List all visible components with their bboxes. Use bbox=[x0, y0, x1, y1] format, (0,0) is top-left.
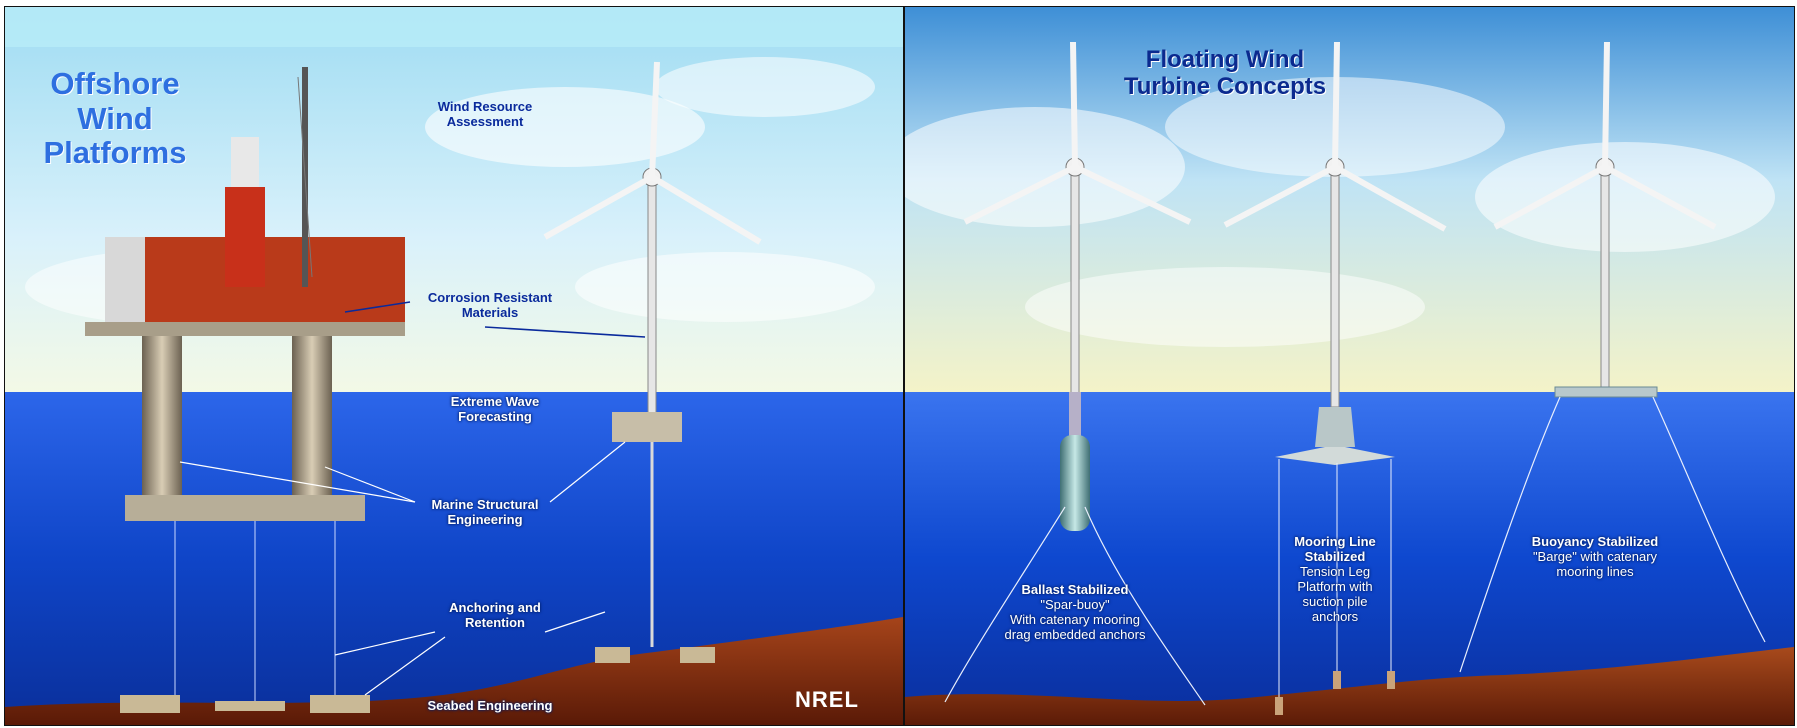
seabed bbox=[905, 647, 1794, 725]
callout-lines-underwater bbox=[179, 441, 626, 696]
left-title-line-2: Wind bbox=[77, 100, 153, 136]
seabed-engineering-label: Seabed Engineering bbox=[427, 698, 553, 713]
extreme-wave-forecasting-label: Extreme Wave Forecasting bbox=[450, 394, 540, 424]
left-title-line-3: Platforms bbox=[43, 135, 187, 171]
right-title-line-1: Floating Wind bbox=[1145, 46, 1305, 73]
anchoring-retention-label: Anchoring and Retention bbox=[449, 600, 541, 630]
seabed bbox=[5, 617, 903, 725]
ballast-stabilized-label: Ballast Stabilized "Spar-buoy" With cate… bbox=[975, 582, 1175, 643]
right-title-line-2: Turbine Concepts bbox=[1123, 72, 1327, 100]
concept-heading: Buoyancy Stabilized bbox=[1531, 534, 1659, 549]
left-title-line-1: Offshore bbox=[50, 66, 180, 101]
mooring-line-stabilized-label: Mooring Line Stabilized Tension Leg Plat… bbox=[1265, 534, 1405, 625]
spar-buoy-turbine bbox=[944, 41, 1206, 706]
left-title: Offshore Wind Platforms bbox=[35, 66, 195, 171]
floating-wind-turbine-concepts-panel: Floating Wind Turbine Concepts Ballast S… bbox=[904, 6, 1795, 726]
offshore-scene-illustration bbox=[5, 7, 903, 725]
offshore-oil-platform bbox=[85, 67, 405, 713]
callout-lines bbox=[344, 301, 646, 338]
concept-heading: Ballast Stabilized bbox=[1021, 582, 1129, 597]
wind-resource-assessment-label: Wind Resource Assessment bbox=[437, 99, 533, 129]
concept-heading: Mooring Line bbox=[1294, 534, 1376, 549]
offshore-wind-platforms-panel: Offshore Wind Platforms Wind Resource As… bbox=[4, 6, 904, 726]
nrel-logo: NREL bbox=[795, 687, 859, 712]
corrosion-resistant-materials-label: Corrosion Resistant Materials bbox=[427, 290, 553, 320]
barge-turbine bbox=[1459, 41, 1766, 673]
tension-leg-platform-turbine bbox=[1223, 41, 1447, 715]
marine-structural-engineering-label: Marine Structural Engineering bbox=[431, 497, 539, 527]
floating-wind-turbine bbox=[543, 61, 762, 663]
buoyancy-stabilized-label: Buoyancy Stabilized "Barge" with catenar… bbox=[1505, 534, 1685, 580]
right-title: Floating Wind Turbine Concepts bbox=[1115, 46, 1335, 101]
floating-concepts-illustration bbox=[905, 7, 1794, 725]
